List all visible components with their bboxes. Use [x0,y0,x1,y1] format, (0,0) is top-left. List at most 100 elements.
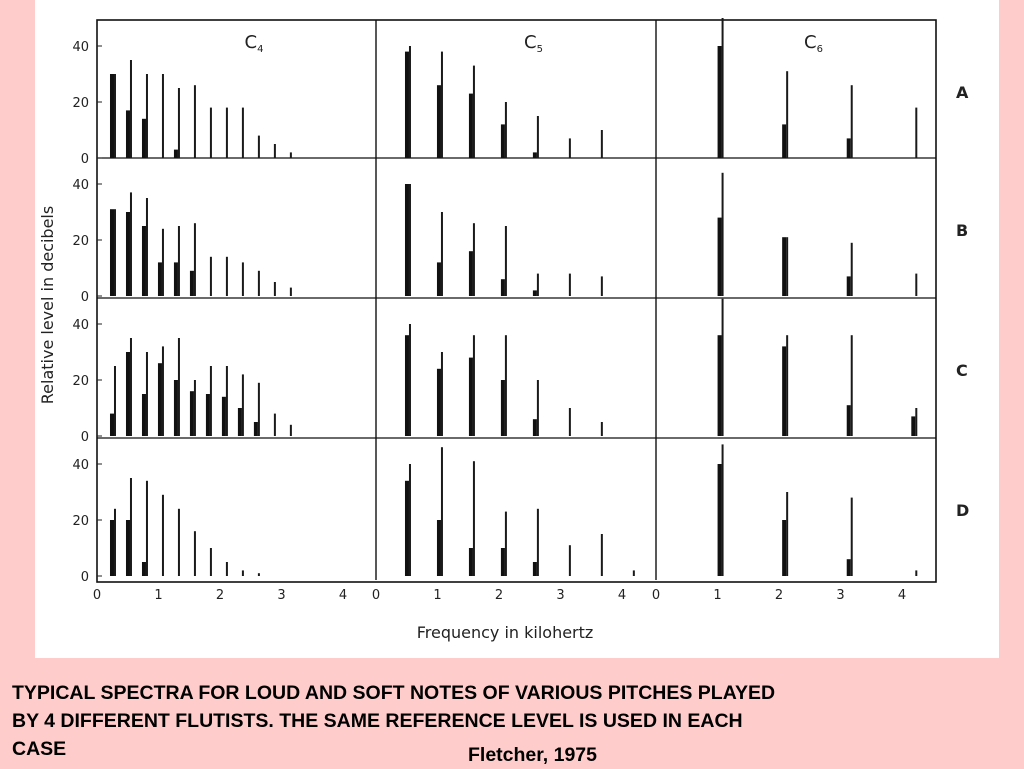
bar-loud [600,276,603,296]
bar-loud [915,570,918,576]
bar-soft [717,335,722,436]
x-tick-label: 0 [372,588,380,603]
bar-loud [161,346,164,436]
bar-loud [193,380,196,436]
bar-soft [221,396,226,436]
x-tick-label: 3 [556,588,564,603]
bar-soft [404,480,409,576]
y-tick-label: 40 [72,458,89,473]
bar-loud [440,51,443,158]
bar-loud [600,130,603,158]
bar-soft [189,270,194,296]
bar-loud [504,102,507,158]
bar-soft [782,124,787,158]
bar-loud [145,480,148,576]
bar-loud [536,508,539,576]
bar-soft [205,394,210,436]
bar-soft [109,520,114,576]
bar-soft [532,152,537,158]
bar-loud [721,172,724,296]
bar-loud [472,461,475,576]
bar-loud [536,116,539,158]
bar-soft [500,548,505,576]
bar-soft [141,394,146,436]
bar-loud [257,270,260,296]
x-tick-label: 4 [898,588,906,603]
panel-title-C6: C6 [804,32,823,55]
bar-soft [500,124,505,158]
bar-soft [125,520,130,576]
y-tick-label: 20 [72,96,89,111]
bar-loud [113,74,116,158]
x-tick-label: 4 [618,588,626,603]
bar-soft [782,237,787,296]
bar-soft [189,391,194,436]
panel-title-C4: C4 [245,32,264,55]
bar-loud [225,256,228,296]
bar-soft [109,413,114,436]
bar-soft [468,93,473,158]
bar-soft [141,226,146,296]
bar-soft [782,346,787,436]
caption: TYPICAL SPECTRA FOR LOUD AND SOFT NOTES … [12,679,1012,763]
bar-loud [273,282,276,296]
y-tick-label: 0 [81,430,89,445]
bar-soft [404,51,409,158]
bar-loud [177,88,180,158]
bar-loud [850,335,853,436]
bar-soft [532,290,537,296]
bar-loud [209,366,212,436]
bar-soft [109,209,114,296]
bar-loud [225,366,228,436]
x-tick-label: 4 [339,588,347,603]
bar-loud [850,242,853,296]
chart-bars [109,18,918,576]
y-tick-label: 0 [81,290,89,305]
bar-loud [113,366,116,436]
bar-loud [193,531,196,576]
bar-loud [786,71,789,158]
bar-soft [404,184,409,296]
bar-loud [273,144,276,158]
bar-loud [568,408,571,436]
x-tick-label: 2 [775,588,783,603]
bar-soft [782,520,787,576]
bar-soft [846,559,851,576]
bar-loud [408,46,411,158]
x-tick-label: 3 [277,588,285,603]
bar-loud [786,237,789,296]
bar-soft [109,74,114,158]
bar-loud [129,338,132,436]
y-tick-label: 0 [81,152,89,167]
bar-soft [468,357,473,436]
bar-loud [145,352,148,436]
bar-loud [289,152,292,158]
bar-loud [850,85,853,158]
bar-soft [532,562,537,576]
bar-loud [209,548,212,576]
y-tick-label: 40 [72,318,89,333]
x-tick-label: 2 [216,588,224,603]
bar-soft [717,464,722,576]
bar-soft [911,416,916,436]
bar-loud [257,135,260,158]
y-tick-label: 20 [72,514,89,529]
bar-soft [436,85,441,158]
bar-loud [241,107,244,158]
bar-loud [568,273,571,296]
y-tick-label: 40 [72,178,89,193]
bar-loud [129,60,132,158]
bar-loud [568,545,571,576]
bar-loud [145,198,148,296]
bar-loud [915,408,918,436]
bar-loud [289,287,292,296]
bar-soft [468,251,473,296]
bar-loud [504,226,507,296]
row-label-A: A [956,83,969,102]
bar-loud [536,273,539,296]
bar-soft [846,405,851,436]
bar-loud [193,85,196,158]
x-tick-label: 2 [495,588,503,603]
